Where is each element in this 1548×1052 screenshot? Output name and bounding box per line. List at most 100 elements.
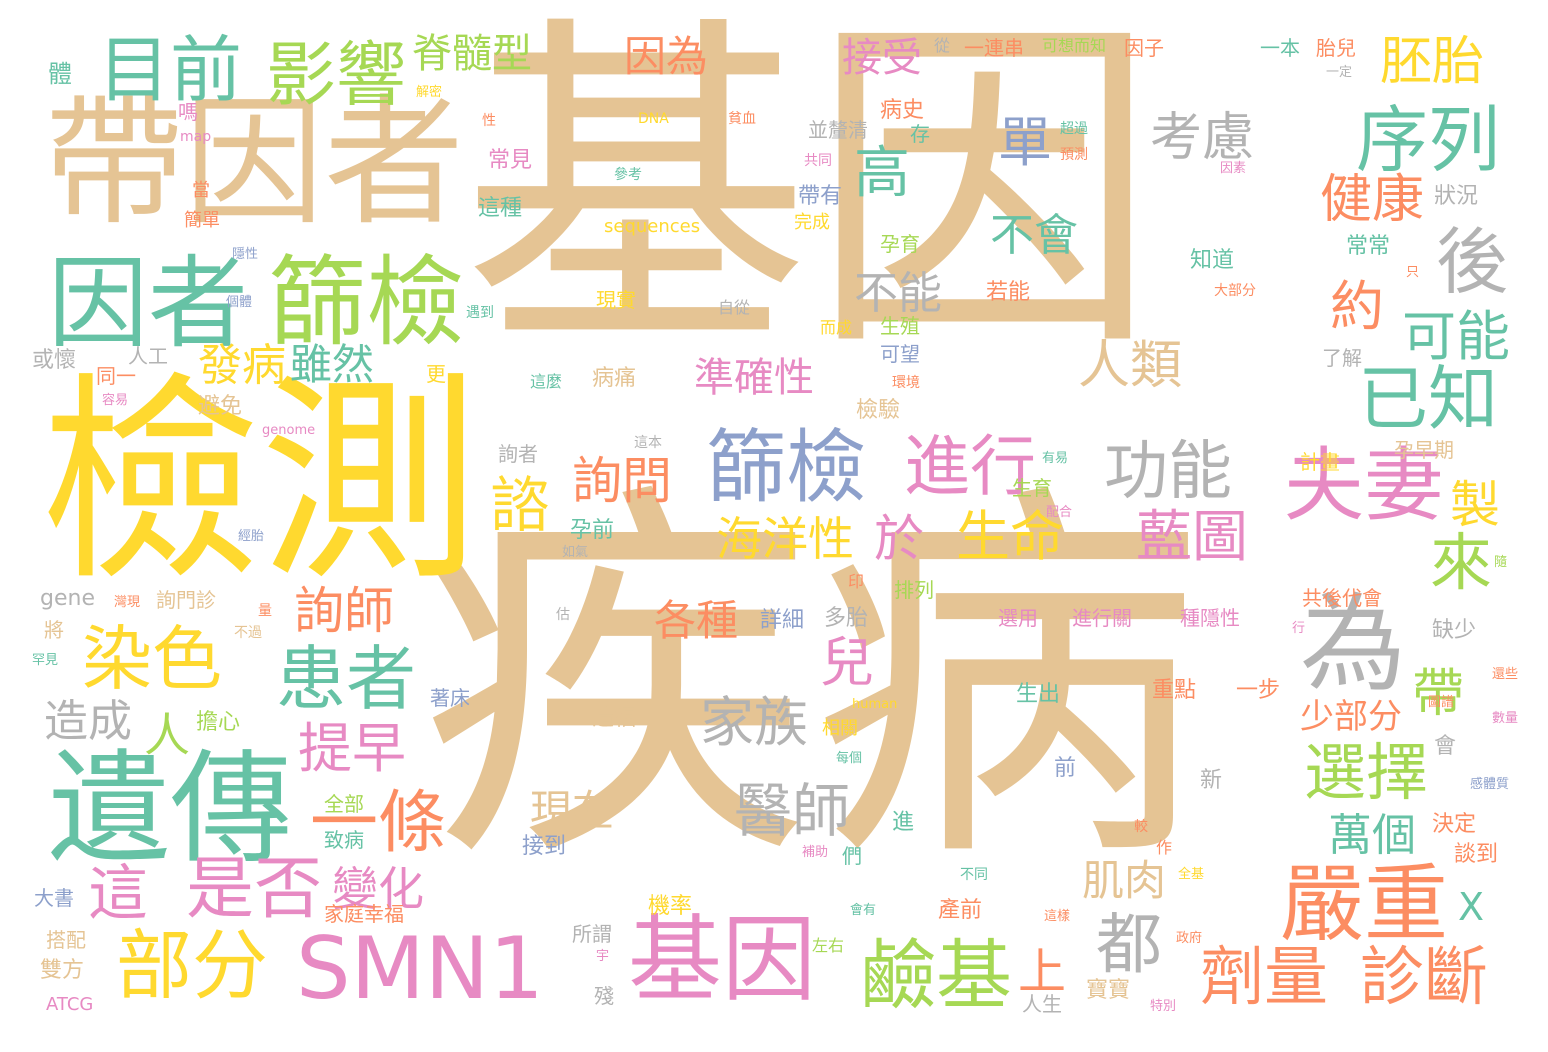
word-w122: 會 <box>1434 734 1457 759</box>
word-w116: 將 <box>44 618 64 642</box>
word-w165: 而成 <box>820 318 853 337</box>
word-w42: 詢師 <box>294 582 394 640</box>
word-w23: 人類 <box>1078 336 1183 396</box>
word-w182: 灣現 <box>114 595 141 610</box>
word-w186: 較 <box>1134 819 1148 835</box>
word-w194: 左右 <box>812 936 845 955</box>
word-w31: 進行 <box>904 428 1036 505</box>
word-w62: SMN1 <box>296 919 544 1019</box>
word-w65: 都 <box>1096 906 1162 983</box>
word-w152: 超過 <box>1060 121 1088 137</box>
word-w22: 已知 <box>1358 358 1498 440</box>
word-w181: 罕見 <box>32 653 59 668</box>
word-w119: 生出 <box>1016 682 1061 707</box>
word-w175: 如氣 <box>562 545 589 560</box>
word-w109: gene <box>40 586 95 611</box>
word-w73: 一連串 <box>964 36 1024 60</box>
word-w166: 只 <box>1406 265 1420 280</box>
word-w44: 患者 <box>276 638 416 720</box>
word-w18: 健康 <box>1320 170 1425 230</box>
word-w154: 共同 <box>804 153 832 169</box>
word-w37: 生命 <box>956 505 1064 568</box>
word-w41: 為 <box>1300 583 1406 706</box>
word-w167: 大部分 <box>1214 283 1256 299</box>
word-w49: 造成 <box>44 696 132 747</box>
word-w87: 孕育 <box>880 232 920 256</box>
word-w115: 缺少 <box>1432 618 1477 643</box>
word-w33: 諮 <box>490 471 550 541</box>
word-w200: 圖譜 <box>1428 695 1455 710</box>
word-w21: 可能 <box>1402 305 1510 368</box>
word-w131: 決定 <box>1432 812 1477 837</box>
word-w88: 知道 <box>1190 248 1235 273</box>
word-w157: map <box>180 129 212 145</box>
word-w120: 重點 <box>1152 678 1197 703</box>
word-w102: 生育 <box>1012 476 1052 500</box>
word-w125: 全部 <box>324 792 364 816</box>
word-w101: 詢者 <box>498 442 538 466</box>
word-w104: 孕早期 <box>1394 438 1454 462</box>
word-w171: 這麼 <box>530 372 563 391</box>
word-w118: 著床 <box>430 686 470 710</box>
word-w134: 大書 <box>34 886 74 910</box>
word-w17: 高 <box>854 141 910 206</box>
word-w178: 量 <box>258 603 272 619</box>
word-w146: 當 <box>192 180 210 201</box>
word-w97: 更 <box>426 362 446 386</box>
word-w6: 篩檢 <box>268 246 465 360</box>
word-w38: 藍圖 <box>1136 505 1248 570</box>
word-w43: 染色 <box>82 618 222 700</box>
word-w45: 兒 <box>820 631 874 694</box>
word-w187: 補助 <box>802 845 829 860</box>
word-w90: 生殖 <box>880 314 920 338</box>
word-w85: 狀況 <box>1434 184 1479 209</box>
word-w64: 鹼基 <box>860 931 1012 1020</box>
word-w93: 人工 <box>128 344 168 368</box>
word-w168: 環境 <box>892 375 920 391</box>
word-w25: 不能 <box>854 268 942 319</box>
word-w9: 影響 <box>266 34 406 116</box>
word-w107: 共後代會 <box>1302 586 1382 610</box>
word-w156: 完成 <box>794 212 830 233</box>
word-w195: 宇 <box>596 949 610 964</box>
word-w30: 夫妻 <box>1284 439 1444 532</box>
word-w57: 萬個 <box>1328 810 1416 861</box>
word-w148: 從 <box>934 36 951 55</box>
word-w92: 現實 <box>596 288 636 312</box>
word-w5: 因者 <box>48 245 248 362</box>
word-w15: 考慮 <box>1150 108 1255 168</box>
word-w36: 於 <box>874 510 924 568</box>
word-w4: 帶因者 <box>44 82 465 245</box>
word-w172: 這本 <box>634 435 662 451</box>
word-w127: 接到 <box>522 834 567 859</box>
word-w94: 同一 <box>96 364 136 388</box>
word-w86: 常常 <box>1346 234 1391 259</box>
word-w26: 發病 <box>198 340 286 391</box>
word-w75: 因子 <box>1124 36 1164 60</box>
word-w34: 詢問 <box>572 452 672 510</box>
word-w155: 參考 <box>614 167 642 183</box>
word-w196: 特別 <box>1150 999 1177 1014</box>
word-w96: 避免 <box>198 394 243 419</box>
word-w173: 有易 <box>1042 451 1069 466</box>
word-w39: 來 <box>1430 526 1493 599</box>
word-w16: 單 <box>998 111 1052 174</box>
word-w193: 政府 <box>1176 931 1203 946</box>
word-w137: 產前 <box>938 898 983 923</box>
word-w169: 容易 <box>102 393 129 408</box>
word-w13: 胚胎 <box>1380 32 1485 92</box>
word-w8: 目前 <box>98 28 243 112</box>
word-w177: 印 <box>848 572 865 591</box>
word-w201: 感體質 <box>1470 777 1510 792</box>
word-w163: 遇到 <box>466 305 494 321</box>
word-w135: 家庭幸福 <box>324 902 404 926</box>
word-w66: 嚴重 <box>1280 855 1449 953</box>
word-w158: 性 <box>482 113 496 129</box>
word-w198: 還些 <box>1492 667 1519 682</box>
word-w179: 不過 <box>234 625 262 641</box>
word-w28: 準確性 <box>694 355 814 401</box>
word-w24: 不會 <box>990 210 1078 261</box>
word-w51: 一條 <box>310 784 447 863</box>
word-w108: 詢門診 <box>156 588 216 612</box>
